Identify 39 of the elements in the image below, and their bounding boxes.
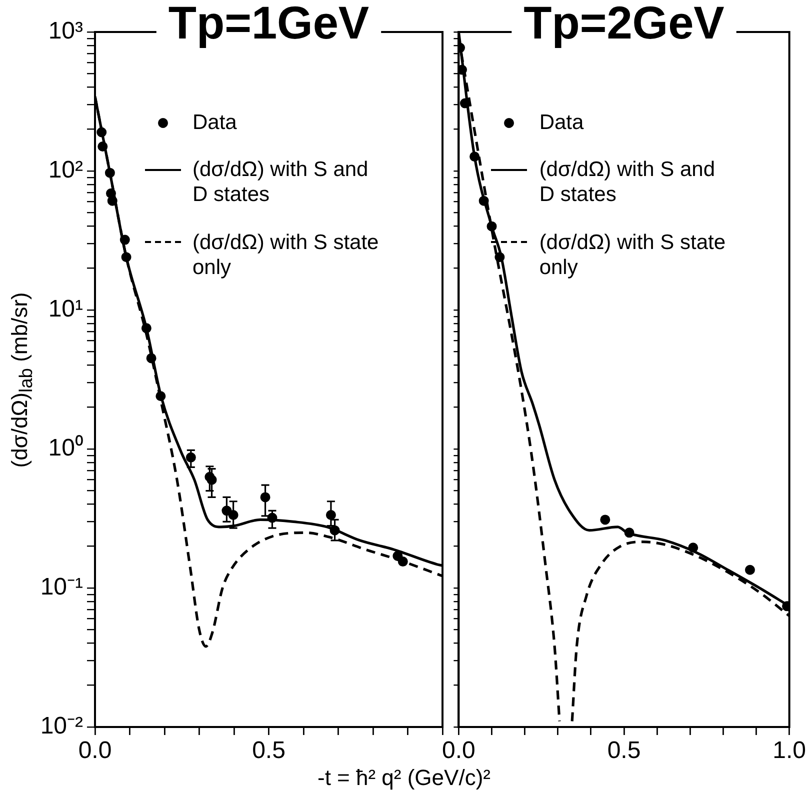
y-tick-label: 10⁻² [40,712,84,740]
y-tick-label: 10⁰ [48,434,83,462]
point [141,323,152,334]
legend-label: (dσ/dΩ) with S and D states [539,157,716,208]
chart-title: Tp=1GeV [168,0,370,49]
point [398,556,408,567]
legend-label: Data [539,110,585,136]
x-tick-label: 0.0 [78,737,112,764]
point [478,196,489,206]
point [98,142,108,152]
point [470,152,480,162]
point [120,234,130,245]
point [460,98,470,108]
point [156,391,166,402]
point [96,127,107,138]
y-tick-label: 10³ [48,18,84,45]
legend-label: (dσ/dΩ) with S and D states [192,157,370,208]
y-tick-label: 10¹ [48,296,84,323]
x-tick-label: 0.5 [252,737,286,764]
point [494,252,505,262]
point [104,168,115,178]
point [744,564,755,575]
point [600,514,610,525]
point [624,528,634,538]
legend-label: (dσ/dΩ) with S state only [192,230,380,280]
point [688,542,698,553]
x-tick-label: 0.5 [607,737,641,764]
point [107,196,118,206]
legend-label: (dσ/dΩ) with S state only [539,230,727,280]
legend-label: Data [192,110,238,136]
y-tick-label: 10⁻¹ [40,574,84,601]
point [121,252,132,262]
x-tick-label: 0.0 [442,737,476,764]
x-tick-label: 1.0 [772,737,806,764]
x-axis-title: -t = ħ² q² (GeV/c)² [316,765,492,791]
y-tick-label: 10² [48,156,84,184]
point [486,221,497,232]
chart-title: Tp=2GeV [524,0,725,49]
point [146,353,156,364]
